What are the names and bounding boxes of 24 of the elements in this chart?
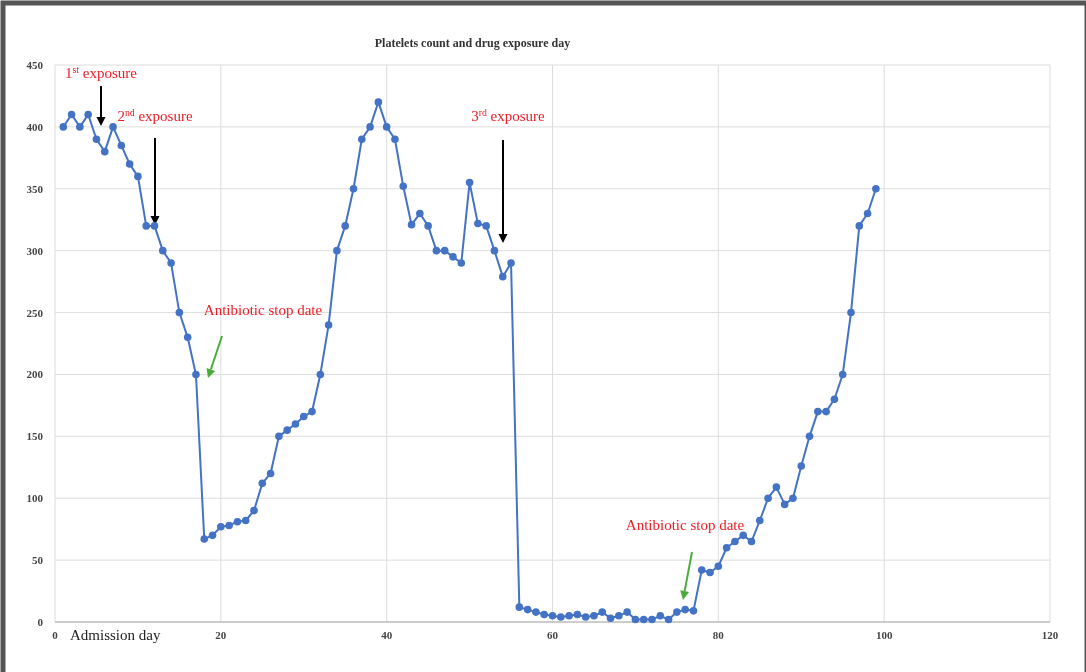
x-tick-label: 20 — [215, 629, 227, 641]
y-tick-label: 200 — [26, 368, 44, 381]
y-tick-label: 350 — [26, 182, 44, 195]
y-tick-label: 250 — [26, 306, 44, 319]
y-tick-label: 300 — [26, 244, 44, 257]
x-tick-label: 100 — [875, 629, 893, 641]
annotation: Antibiotic stop date — [625, 517, 745, 533]
x-tick-label: 80 — [712, 629, 725, 641]
annotation: 1$^{st}$ exposure — [65, 63, 138, 81]
annotation: 2$^{nd}$ exposure — [117, 106, 193, 124]
x-tick-label: 120 — [1041, 629, 1059, 641]
annotation: Antibiotic stop date — [203, 302, 323, 318]
y-tick-label: 0 — [37, 616, 44, 628]
x-tick-label: 0 — [52, 629, 59, 641]
x-axis-title: Admission day — [70, 627, 161, 643]
y-tick-label: 100 — [26, 492, 44, 505]
y-tick-label: 150 — [26, 430, 44, 443]
y-tick-label: 450 — [26, 59, 44, 71]
x-tick-label: 40 — [381, 629, 393, 641]
y-tick-label: 400 — [26, 120, 44, 133]
annotation: 3$^{rd}$ exposure — [471, 106, 546, 124]
chart-title: Platelets count and drug exposure day — [374, 36, 571, 50]
y-tick-label: 50 — [32, 554, 44, 567]
x-tick-label: 60 — [547, 629, 559, 641]
